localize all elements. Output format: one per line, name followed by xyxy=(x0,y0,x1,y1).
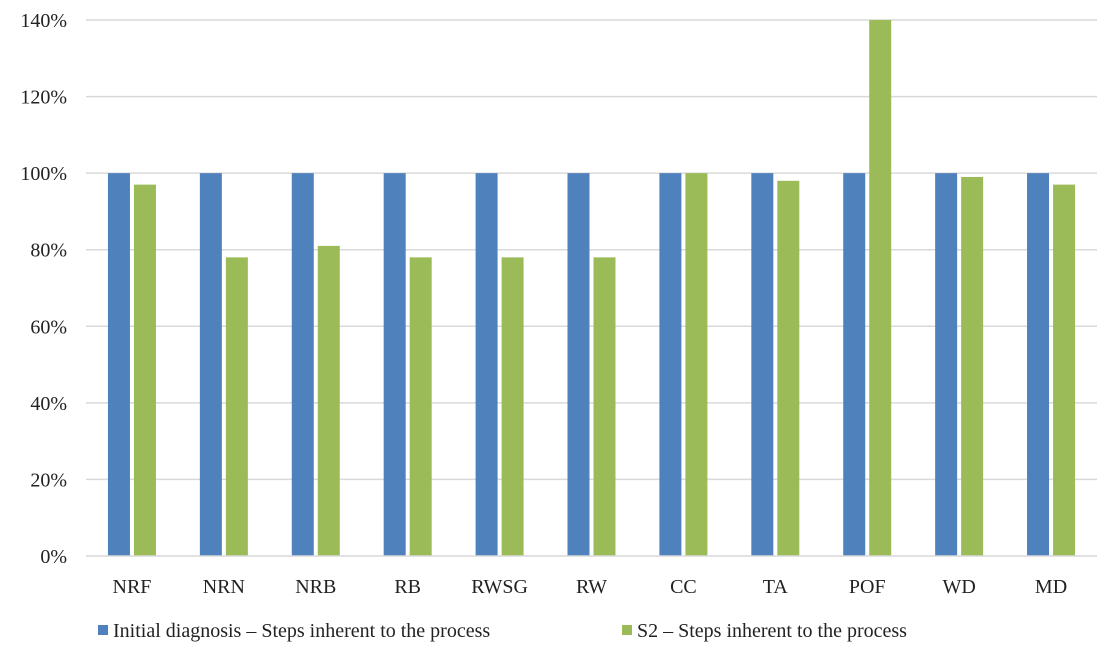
bar-series-2-nrf xyxy=(133,184,156,556)
x-tick-label: RB xyxy=(394,576,421,598)
x-tick-label: NRB xyxy=(295,576,336,598)
y-tick-label: 40% xyxy=(30,393,67,415)
x-tick-label: RWSG xyxy=(471,576,528,598)
bar-series-1-wd xyxy=(935,173,958,556)
bar-series-1-nrb xyxy=(291,173,314,556)
bar-series-2-md xyxy=(1053,184,1076,556)
x-tick-label: MD xyxy=(1035,576,1067,598)
legend-swatch xyxy=(98,625,108,635)
y-tick-label: 60% xyxy=(30,316,67,338)
x-tick-label: CC xyxy=(670,576,697,598)
bar-series-1-rw xyxy=(567,173,590,556)
bar-series-2-cc xyxy=(685,173,708,556)
legend-swatch xyxy=(622,625,632,635)
bars xyxy=(107,20,1076,557)
bar-series-1-rwsg xyxy=(475,173,498,556)
bar-series-2-rw xyxy=(593,257,616,556)
bar-series-2-nrn xyxy=(225,257,248,556)
legend-label: Initial diagnosis – Steps inherent to th… xyxy=(113,620,490,642)
gridlines xyxy=(86,19,1097,481)
y-tick-label: 140% xyxy=(20,10,67,32)
x-tick-label: TA xyxy=(763,576,789,598)
bar-series-1-rb xyxy=(383,173,406,556)
bar-series-2-ta xyxy=(777,180,800,557)
bar-series-1-pof xyxy=(843,173,866,556)
x-tick-label: POF xyxy=(849,576,886,598)
y-tick-label: 0% xyxy=(40,546,67,568)
bar-series-2-rwsg xyxy=(501,257,524,556)
legend-label: S2 – Steps inherent to the process xyxy=(637,620,907,642)
y-tick-label: 20% xyxy=(30,469,67,491)
bar-series-1-nrn xyxy=(199,173,222,556)
bar-series-1-cc xyxy=(659,173,682,556)
x-tick-label: RW xyxy=(576,576,607,598)
y-tick-label: 80% xyxy=(30,240,67,262)
bar-series-1-nrf xyxy=(107,173,130,556)
x-tick-label: NRN xyxy=(203,576,245,598)
x-tick-label: NRF xyxy=(113,576,152,598)
bar-series-2-pof xyxy=(869,20,892,556)
x-tick-label: WD xyxy=(942,576,975,598)
bar-series-1-ta xyxy=(751,173,774,556)
legend: Initial diagnosis – Steps inherent to th… xyxy=(98,620,907,642)
bar-series-2-rb xyxy=(409,257,432,556)
y-axis-ticks: 0% 20% 40% 60% 80% 100% 120% 140% xyxy=(20,10,67,568)
bar-series-2-nrb xyxy=(317,245,340,556)
bar-series-2-wd xyxy=(961,176,984,556)
x-axis-ticks: NRF NRN NRB RB RWSG RW CC TA POF WD MD xyxy=(113,576,1068,598)
y-tick-label: 100% xyxy=(20,163,67,185)
y-tick-label: 120% xyxy=(20,87,67,109)
bar-series-1-md xyxy=(1027,173,1050,556)
